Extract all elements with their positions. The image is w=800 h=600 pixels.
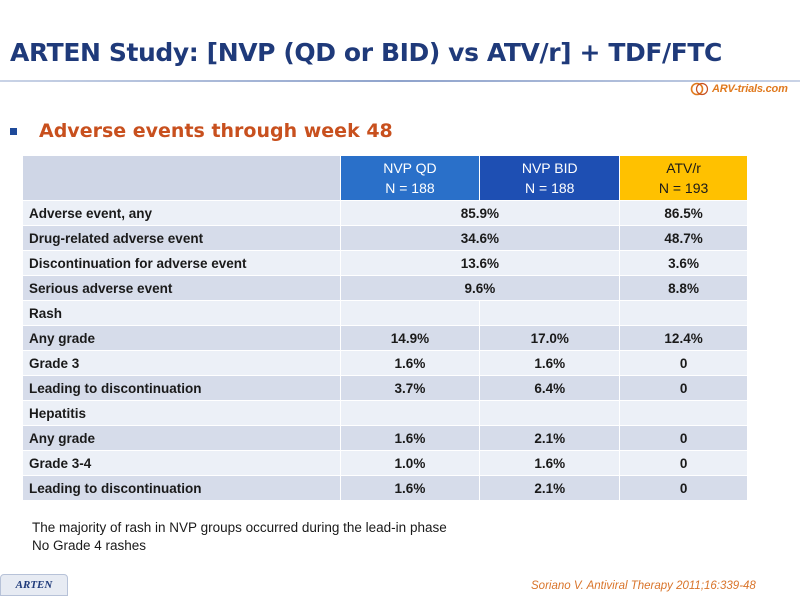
atv-value: 0 — [619, 475, 748, 501]
atv-value: 0 — [619, 450, 748, 476]
title-divider — [0, 80, 800, 82]
row-label: Grade 3-4 — [22, 450, 341, 476]
empty-cell — [479, 400, 621, 426]
footnotes: The majority of rash in NVP groups occur… — [32, 519, 447, 555]
nvp-qd-value: 1.6% — [339, 475, 481, 501]
header-nvp-qd-n: N = 188 — [385, 180, 435, 196]
atv-value: 3.6% — [619, 250, 748, 276]
section-heading: Adverse events through week 48 — [10, 120, 393, 142]
table-row: Drug-related adverse event 34.6% 48.7% — [22, 225, 748, 251]
table-row: Leading to discontinuation 3.7% 6.4% 0 — [22, 375, 748, 401]
section-label-rash: Rash — [22, 300, 341, 326]
nvp-bid-value: 1.6% — [479, 350, 621, 376]
header-corner — [22, 155, 341, 201]
header-atv-r-n: N = 193 — [658, 180, 709, 196]
table-row: Grade 3 1.6% 1.6% 0 — [22, 350, 748, 376]
table-row: Adverse event, any 85.9% 86.5% — [22, 200, 748, 226]
square-bullet-icon — [10, 127, 17, 135]
table-row: Any grade 1.6% 2.1% 0 — [22, 425, 748, 451]
row-label: Leading to discontinuation — [22, 375, 341, 401]
atv-value: 48.7% — [619, 225, 748, 251]
slide-title: ARTEN Study: [NVP (QD or BID) vs ATV/r] … — [10, 38, 723, 67]
header-nvp-qd: NVP QD N = 188 — [339, 155, 481, 201]
nvp-bid-value: 2.1% — [479, 425, 621, 451]
empty-cell — [339, 300, 481, 326]
table-row: Discontinuation for adverse event 13.6% … — [22, 250, 748, 276]
empty-cell — [619, 300, 748, 326]
nvp-combined-value: 9.6% — [339, 275, 621, 301]
nvp-qd-value: 3.7% — [339, 375, 481, 401]
nvp-combined-value: 13.6% — [339, 250, 621, 276]
nvp-qd-value: 1.0% — [339, 450, 481, 476]
table-row: Any grade 14.9% 17.0% 12.4% — [22, 325, 748, 351]
footer-study-tab: ARTEN — [0, 574, 68, 596]
section-heading-text: Adverse events through week 48 — [39, 120, 393, 142]
row-label: Leading to discontinuation — [22, 475, 341, 501]
row-label: Adverse event, any — [22, 200, 341, 226]
row-label: Grade 3 — [22, 350, 341, 376]
header-atv-r: ATV/r N = 193 — [619, 155, 748, 201]
logo-text: ARV-trials.com — [712, 83, 788, 95]
nvp-qd-value: 1.6% — [339, 350, 481, 376]
table-row: Rash — [22, 300, 748, 326]
nvp-combined-value: 85.9% — [339, 200, 621, 226]
atv-value: 12.4% — [619, 325, 748, 351]
footnote-line: No Grade 4 rashes — [32, 538, 147, 553]
header-nvp-qd-name: NVP QD — [383, 160, 437, 176]
citation: Soriano V. Antiviral Therapy 2011;16:339… — [531, 580, 756, 592]
atv-value: 8.8% — [619, 275, 748, 301]
row-label: Any grade — [22, 325, 341, 351]
header-nvp-bid: NVP BID N = 188 — [479, 155, 621, 201]
nvp-bid-value: 2.1% — [479, 475, 621, 501]
empty-cell — [479, 300, 621, 326]
atv-value: 86.5% — [619, 200, 748, 226]
atv-value: 0 — [619, 350, 748, 376]
header-atv-r-name: ATV/r — [666, 160, 701, 176]
adverse-events-table: NVP QD N = 188 NVP BID N = 188 ATV/r N =… — [22, 155, 748, 501]
table-row: Hepatitis — [22, 400, 748, 426]
nvp-qd-value: 14.9% — [339, 325, 481, 351]
arv-trials-logo: ARV-trials.com — [690, 80, 788, 98]
table-header-row: NVP QD N = 188 NVP BID N = 188 ATV/r N =… — [22, 155, 748, 201]
table-row: Leading to discontinuation 1.6% 2.1% 0 — [22, 475, 748, 501]
section-label-hepatitis: Hepatitis — [22, 400, 341, 426]
table-row: Serious adverse event 9.6% 8.8% — [22, 275, 748, 301]
header-nvp-bid-name: NVP BID — [521, 160, 578, 176]
row-label: Drug-related adverse event — [22, 225, 341, 251]
empty-cell — [619, 400, 748, 426]
empty-cell — [339, 400, 481, 426]
nvp-bid-value: 1.6% — [479, 450, 621, 476]
nvp-bid-value: 17.0% — [479, 325, 621, 351]
nvp-qd-value: 1.6% — [339, 425, 481, 451]
header-nvp-bid-n: N = 188 — [525, 180, 575, 196]
nvp-bid-value: 6.4% — [479, 375, 621, 401]
row-label: Serious adverse event — [22, 275, 341, 301]
table-row: Grade 3-4 1.0% 1.6% 0 — [22, 450, 748, 476]
atv-value: 0 — [619, 375, 748, 401]
atv-value: 0 — [619, 425, 748, 451]
footnote-line: The majority of rash in NVP groups occur… — [32, 520, 447, 535]
row-label: Discontinuation for adverse event — [22, 250, 341, 276]
logo-mark-icon — [690, 82, 710, 96]
nvp-combined-value: 34.6% — [339, 225, 621, 251]
row-label: Any grade — [22, 425, 341, 451]
